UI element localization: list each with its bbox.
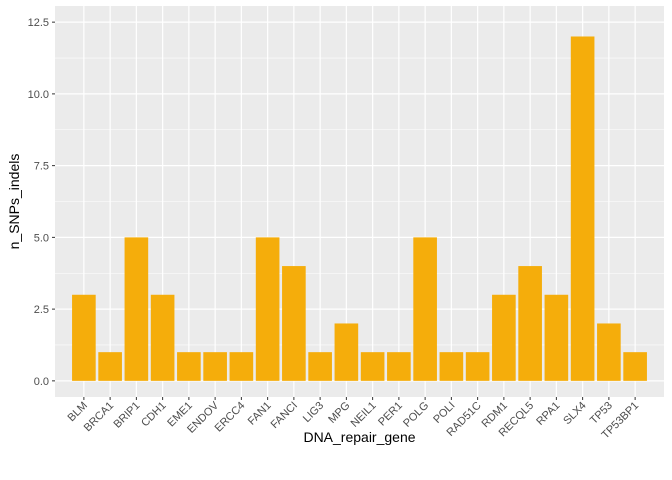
x-tick-label: NEIL1 (349, 400, 379, 430)
bar-per1 (387, 352, 411, 381)
bar-fan1 (255, 237, 280, 381)
y-axis: 0.0 2.5 5.0 7.5 10.0 12.5 (28, 17, 55, 388)
y-tick-label: 2.5 (34, 304, 49, 316)
bar-brca1 (98, 352, 122, 381)
bar-cdh1 (150, 294, 175, 381)
x-tick-label: POLG (401, 400, 431, 430)
bar-neil1 (360, 352, 385, 381)
bar-tp53 (597, 323, 621, 381)
y-tick-label: 0.0 (34, 376, 49, 388)
bar-rpa1 (544, 294, 569, 381)
bar-ercc4 (229, 352, 254, 381)
bar-fanci (282, 266, 306, 381)
y-tick-label: 10.0 (28, 89, 49, 101)
y-tick-label: 5.0 (34, 232, 49, 244)
x-tick-label: BRCA1 (82, 400, 116, 434)
x-tick-label: SLX4 (561, 400, 589, 428)
x-tick-label: RPA1 (534, 400, 562, 428)
bar-tp53bp1 (623, 352, 647, 381)
bar-endov (203, 352, 227, 381)
bar-lig3 (308, 352, 332, 381)
x-tick-label: LIG3 (301, 400, 326, 425)
bar-polg (413, 237, 437, 381)
x-tick-label: PER1 (376, 400, 405, 429)
bar-eme1 (177, 352, 201, 381)
bars (72, 36, 647, 381)
bar-poli (439, 352, 464, 381)
bar-mpg (334, 323, 359, 381)
bar-slx4 (570, 36, 595, 381)
x-tick-label: FANCI (269, 400, 300, 431)
x-tick-label: BRIP1 (112, 400, 143, 431)
bar-brip1 (124, 237, 149, 381)
bar-rdm1 (492, 294, 516, 381)
y-tick-label: 7.5 (34, 161, 49, 173)
bar-recql5 (518, 266, 542, 381)
y-axis-title: n_SNPs_indels (6, 154, 22, 250)
x-tick-label: CDH1 (139, 400, 169, 430)
x-axis-title: DNA_repair_gene (303, 429, 415, 445)
bar-blm (72, 294, 96, 381)
y-tick-label: 12.5 (28, 17, 49, 29)
bar-rad51c (465, 352, 490, 381)
